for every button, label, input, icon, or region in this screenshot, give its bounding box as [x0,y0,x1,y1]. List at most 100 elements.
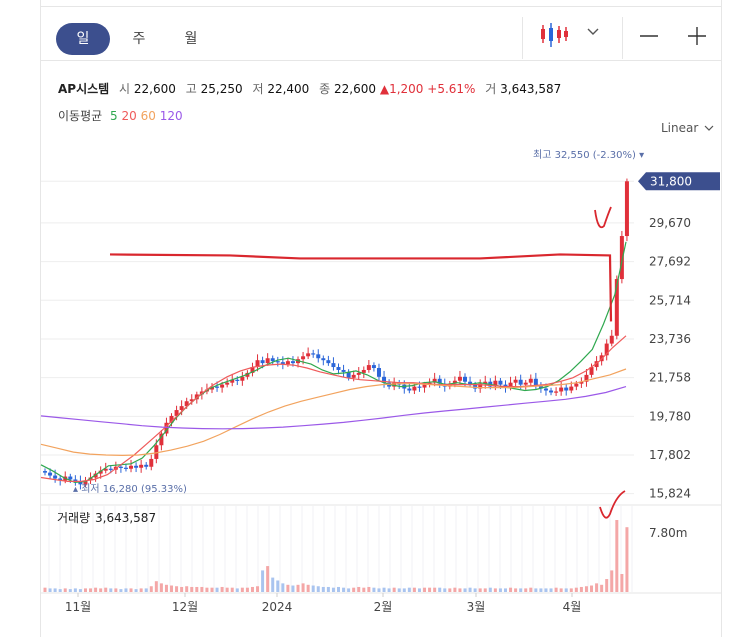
volume-bar [210,587,214,592]
candle-body [361,369,366,373]
y-tick-label: 29,670 [649,216,691,230]
volume-value: 3,643,587 [500,82,562,96]
ma-line-120 [40,386,627,430]
candle-body [144,464,149,467]
volume-bar [620,574,624,592]
candle-body [53,475,58,479]
candle-body [43,471,47,473]
volume-bar [58,589,62,592]
volume-bar [195,586,199,592]
volume-bar [483,588,487,592]
volume-bar [407,587,411,592]
volume-bar [306,584,310,592]
volume-bar [554,587,558,592]
candle-body [392,382,397,387]
candle-body [118,466,123,468]
candlestick-icon[interactable] [538,21,570,49]
volume-bar [124,588,128,592]
candle-body [270,358,275,362]
volume-bar [235,588,239,592]
volume-bar [468,587,472,592]
tab-day[interactable]: 일 [56,23,110,55]
open-value: 22,600 [133,82,176,96]
open-label: 시 [119,82,131,96]
candle-body [619,236,624,280]
volume-bar [68,589,72,592]
volume-bar [276,580,280,592]
volume-bar [463,588,467,592]
volume-bar [493,588,497,592]
volume-bar [326,586,330,592]
candle-body [169,415,174,423]
tab-month[interactable]: 월 [184,31,198,47]
moving-average-legend: 이동평균 5 20 60 120 [58,107,183,124]
candle-body [609,335,614,344]
volume-bar [164,584,168,592]
candle-body [159,433,164,446]
x-tick-label: 3월 [467,600,486,614]
volume-bar [417,588,421,592]
volume-bar [625,527,629,592]
candle-body [498,380,503,385]
candle-body [103,468,108,471]
tab-week[interactable]: 주 [132,31,146,47]
candle-body [139,464,144,468]
volume-bar [170,585,174,592]
y-tick-label: 21,758 [649,371,691,385]
volume-bar [544,588,548,592]
candle-body [356,372,361,375]
scale-dropdown[interactable]: Linear [661,121,714,135]
candle-body [108,468,113,470]
volume-bar [610,570,614,592]
volume-bar [225,587,229,592]
candle-body [285,361,290,365]
volume-bar [331,587,335,592]
current-price-tag [638,172,720,191]
toolbar: 일 주 월 [40,6,722,61]
ma-label: 이동평균 [58,109,103,123]
volume-bar [83,588,87,592]
candle-body [508,382,513,388]
plus-icon[interactable] [686,25,708,47]
volume-bar [220,586,224,592]
chevron-down-icon[interactable] [586,27,600,37]
volume-bar [316,586,320,592]
scale-label: Linear [661,121,699,135]
toolbar-divider [622,17,623,59]
candle-body [68,476,73,480]
candle-body [483,381,488,384]
volume-bar [357,586,361,592]
candle-body [83,480,88,485]
ma-60: 60 [140,109,156,123]
volume-bar [498,588,502,592]
candle-body [93,473,98,478]
candle-body [569,386,574,391]
volume-bar [362,587,366,592]
volume-bar [175,586,179,592]
volume-bar [250,586,254,592]
volume-bar [119,589,123,592]
toolbar-divider [522,17,523,59]
candle-body [134,465,139,468]
candle-body [564,387,569,391]
candle-body [260,360,265,364]
volume-bar [443,588,447,592]
candle-body [432,378,437,383]
volume-bar [352,587,356,592]
volume-bar [473,588,477,592]
minus-icon[interactable] [638,25,660,47]
volume-bar [190,586,194,592]
ma-line-60 [40,368,627,457]
low-value: 22,400 [267,82,310,96]
volume-bar [382,587,386,592]
volume-bar [402,588,406,592]
x-tick-label: 2024 [262,600,293,614]
volume-bar [412,587,416,592]
candle-body [594,361,599,368]
candle-body [174,410,179,416]
x-tick-label: 11월 [65,600,91,614]
candle-body [73,479,78,482]
volume-bar [321,586,325,592]
volume-bar [114,588,118,592]
